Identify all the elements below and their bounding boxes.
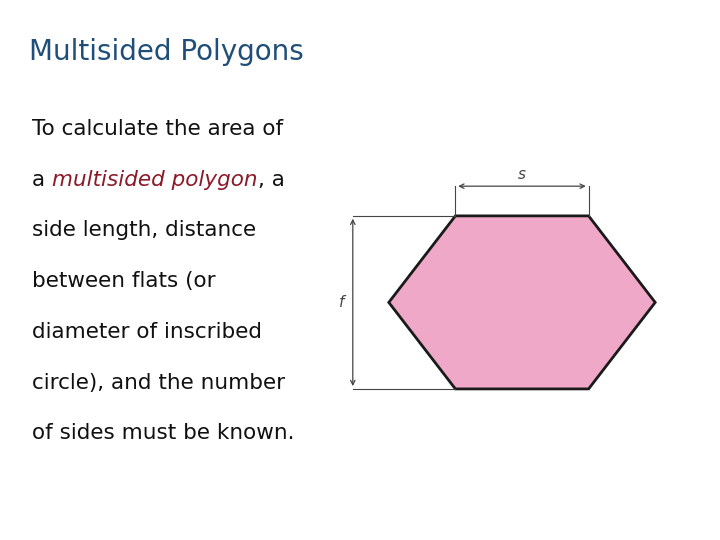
Text: To calculate the area of: To calculate the area of: [32, 119, 284, 139]
Text: a: a: [32, 170, 53, 190]
Text: f: f: [339, 295, 344, 310]
Text: diameter of inscribed: diameter of inscribed: [32, 322, 262, 342]
Text: of sides must be known.: of sides must be known.: [32, 423, 295, 443]
Text: , a: , a: [258, 170, 285, 190]
Polygon shape: [389, 216, 655, 389]
Text: s: s: [518, 167, 526, 182]
Text: circle), and the number: circle), and the number: [32, 373, 286, 393]
Text: side length, distance: side length, distance: [32, 220, 256, 240]
Text: multisided polygon: multisided polygon: [53, 170, 258, 190]
Text: Multisided Polygons: Multisided Polygons: [29, 38, 304, 66]
Text: between flats (or: between flats (or: [32, 271, 216, 291]
